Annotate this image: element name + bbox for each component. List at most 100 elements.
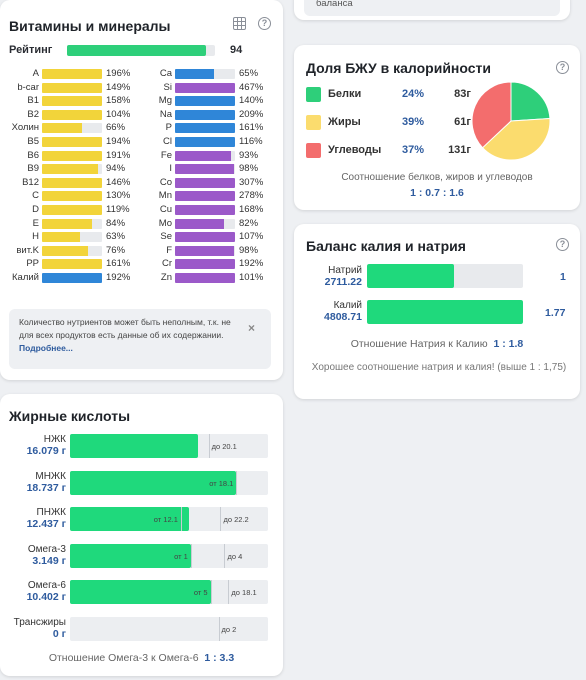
sodium-label: Натрий	[328, 265, 362, 276]
nutrient-name: Na	[159, 108, 172, 120]
norm-label: до 22.2	[223, 515, 249, 524]
nutrient-percent: 82%	[239, 217, 259, 229]
nutrient-bar	[175, 191, 235, 202]
macro-percent: 24%	[402, 88, 425, 100]
fatty-acid-bar-fill	[70, 580, 211, 604]
potassium-bar-fill	[367, 300, 523, 324]
nutrient-bar	[175, 150, 235, 161]
nutrient-bar-fill	[175, 232, 235, 243]
nutrient-bar-fill	[42, 150, 102, 161]
nutrient-bar	[42, 137, 102, 147]
nutrient-bar-fill	[175, 164, 234, 175]
fatty-acid-bar-fill	[70, 543, 191, 568]
nutrient-percent: 194%	[106, 136, 131, 147]
norm-label: до 20.1	[211, 442, 237, 451]
fatty-acid-value: 10.402 г	[26, 591, 66, 603]
nutrient-bar	[42, 109, 102, 120]
norm-label: от 1	[174, 551, 188, 561]
fatty-acid-bar: до 20.1	[70, 434, 268, 458]
potassium-value: 4808.71	[324, 311, 362, 323]
norm-label: до 4	[227, 551, 243, 561]
nutrient-percent: 168%	[239, 204, 264, 215]
nutrient-bar-fill	[175, 191, 235, 202]
norm-label: от 18.1	[209, 478, 234, 488]
nutrient-percent: 140%	[239, 95, 264, 107]
nutrient-bar-fill	[175, 205, 235, 215]
macros-pie-chart	[471, 81, 551, 161]
nutrient-name: PP	[26, 258, 39, 270]
nutrient-bar-fill	[175, 82, 235, 93]
vitamins-title: Витамины и минералы	[9, 18, 171, 34]
nutrient-bar	[175, 123, 235, 134]
potassium-ratio: 1.77	[545, 307, 566, 319]
nutrient-bar	[175, 273, 235, 283]
macro-color-swatch	[306, 115, 321, 130]
nutrient-percent: 84%	[106, 217, 126, 229]
nutrient-bar-fill	[42, 109, 102, 120]
fatty-acid-value: 0 г	[52, 627, 66, 640]
nutrient-name: Zn	[160, 272, 172, 283]
macros-title: Доля БЖУ в калорийности	[306, 60, 492, 76]
help-icon[interactable]: ?	[258, 17, 271, 30]
nutrient-bar-fill	[175, 218, 225, 229]
nutrient-percent: 101%	[239, 272, 264, 283]
table-view-icon[interactable]	[233, 17, 246, 30]
nutrient-bar	[42, 150, 102, 161]
nutrient-bar-fill	[42, 164, 99, 175]
nutrient-name: Cl	[163, 136, 172, 147]
kna-ratio-value: 1 : 1.8	[493, 338, 524, 350]
nutrient-bar-fill	[42, 137, 102, 147]
nutrient-bar	[42, 205, 102, 215]
balance-note-text: баланса	[316, 0, 353, 9]
rating-bar	[67, 45, 215, 56]
nutrient-percent: 467%	[239, 81, 264, 93]
macro-row: Углеводы 37% 131г	[306, 143, 476, 159]
macro-color-swatch	[306, 87, 321, 102]
norm-marker	[208, 434, 210, 458]
nutrient-bar	[175, 137, 235, 147]
close-icon[interactable]: ×	[247, 321, 255, 335]
sodium-bar	[367, 264, 523, 288]
nutrient-percent: 98%	[239, 163, 259, 175]
nutrient-bar	[42, 69, 102, 79]
macro-name: Жиры	[328, 116, 361, 128]
nutrient-bar-fill	[42, 205, 102, 215]
nutrient-percent: 93%	[239, 149, 259, 161]
nutrient-name: B2	[27, 108, 39, 120]
nutrient-name: I	[169, 163, 172, 175]
norm-marker	[218, 616, 220, 641]
kna-title: Баланс калия и натрия	[306, 238, 466, 254]
nutrient-percent: 66%	[106, 122, 126, 134]
balance-note-box: баланса	[304, 0, 560, 16]
fatty-acid-bar: от 1 до 4	[70, 543, 268, 568]
nutrient-bar	[175, 69, 235, 79]
nutrient-percent: 161%	[239, 122, 264, 134]
nutrient-bar	[175, 245, 235, 256]
help-icon[interactable]: ?	[556, 238, 569, 251]
norm-marker	[210, 580, 212, 604]
nutrient-bar-fill	[42, 232, 80, 243]
norm-marker	[190, 543, 192, 568]
nutrient-name: B6	[27, 149, 39, 161]
nutrient-bar-fill	[175, 259, 235, 270]
macro-percent: 39%	[402, 116, 425, 128]
nutrient-bar	[42, 273, 102, 283]
nutrient-name: b-car	[17, 81, 39, 93]
pie-slice	[510, 81, 551, 122]
nutrient-bar	[175, 218, 235, 229]
nutrient-bar	[42, 191, 102, 202]
nutrient-percent: 116%	[239, 136, 263, 147]
nutrient-bar-fill	[42, 245, 88, 256]
nutrient-bar	[42, 218, 102, 229]
nutrient-bar	[42, 232, 102, 243]
help-icon[interactable]: ?	[556, 61, 569, 74]
more-link[interactable]: Подробнее...	[19, 343, 73, 353]
pie-slice	[481, 118, 551, 161]
nutrient-bar-fill	[42, 82, 102, 93]
nutrient-bar-fill	[42, 218, 93, 229]
macro-color-swatch	[306, 143, 321, 158]
nutrient-bar	[42, 164, 102, 175]
nutrient-percent: 191%	[106, 149, 131, 161]
macro-name: Белки	[328, 88, 362, 100]
fatty-acid-label: Омега-3	[27, 543, 66, 555]
